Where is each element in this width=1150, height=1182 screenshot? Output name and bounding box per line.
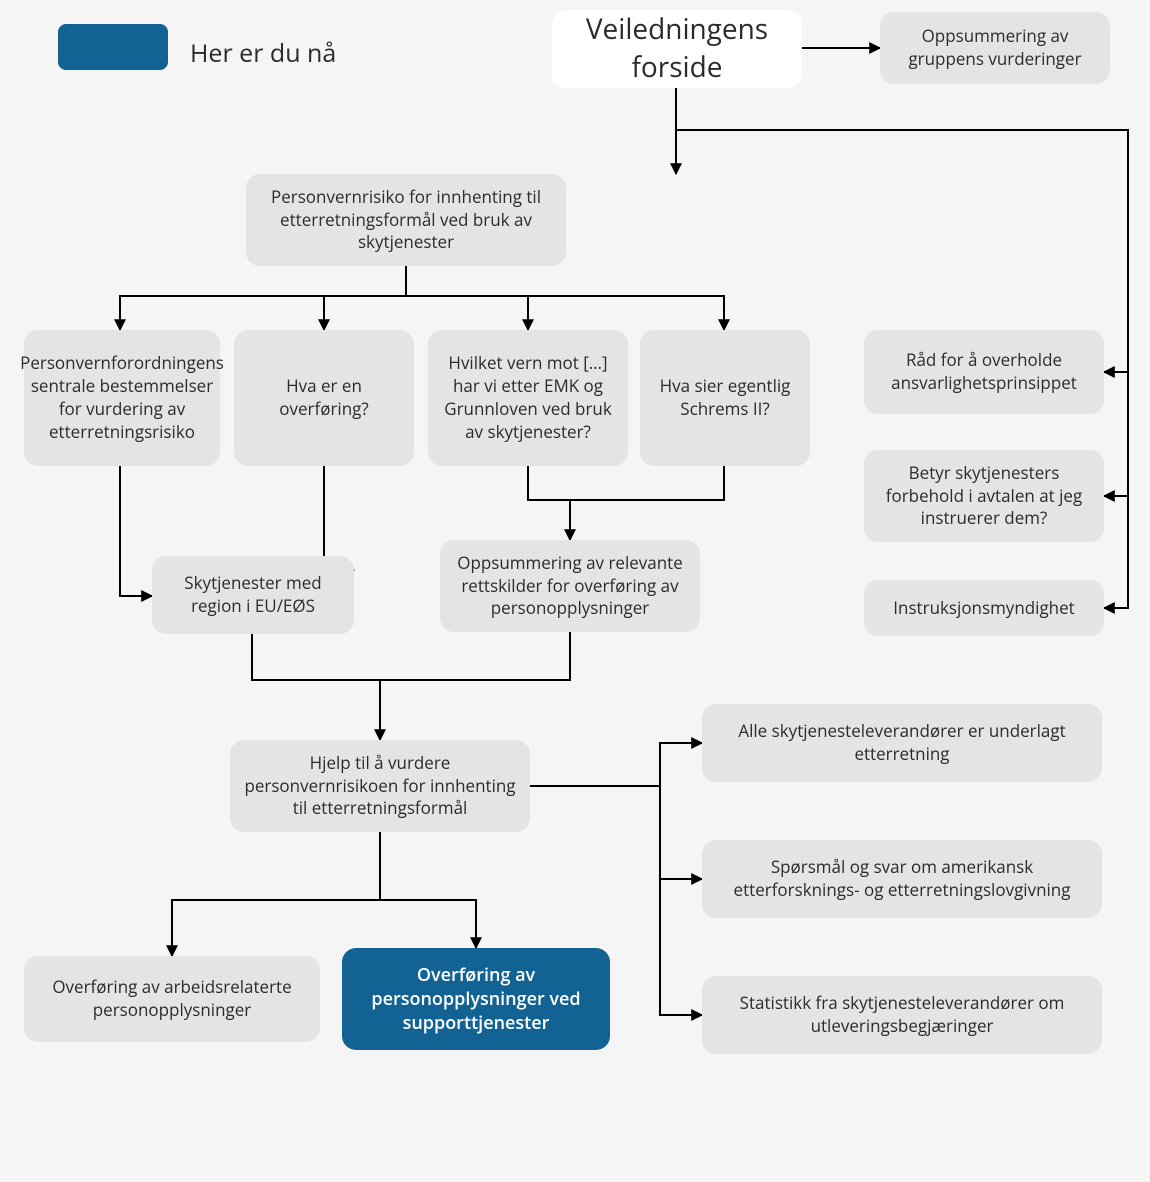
- edge: [120, 266, 406, 330]
- edge: [172, 832, 380, 956]
- edge: [660, 786, 702, 879]
- edge: [660, 879, 702, 1015]
- edge: [252, 634, 380, 740]
- edge: [324, 296, 406, 330]
- legend-label: Her er du nå: [190, 36, 336, 70]
- node-transfer[interactable]: Hva er en overføring?: [234, 330, 414, 466]
- edge: [380, 632, 570, 680]
- legend-swatch: [58, 24, 168, 70]
- node-gdpr[interactable]: Personvernforordningens sentrale bestemm…: [24, 330, 220, 466]
- node-instruksjonsmyndighet[interactable]: Instruksjonsmyndighet: [864, 580, 1104, 636]
- node-ansvarlighet[interactable]: Råd for å overholde ansvarlighetsprinsip…: [864, 330, 1104, 414]
- edge: [1104, 372, 1128, 496]
- node-help[interactable]: Hjelp til å vurdere personvernrisikoen f…: [230, 740, 530, 832]
- edge: [1104, 496, 1128, 608]
- edge: [380, 900, 476, 948]
- node-schrems[interactable]: Hva sier egentlig Schrems II?: [640, 330, 810, 466]
- edge: [324, 466, 354, 570]
- node-root[interactable]: Veiledningens forside: [552, 10, 802, 88]
- node-alle-leverandorer[interactable]: Alle skytjenesteleverandører er underlag…: [702, 704, 1102, 782]
- edge: [120, 466, 152, 596]
- node-risk[interactable]: Personvernrisiko for innhenting til ette…: [246, 174, 566, 266]
- node-qa-amerikansk[interactable]: Spørsmål og svar om amerikansk etterfors…: [702, 840, 1102, 918]
- edge: [406, 296, 528, 330]
- edge: [406, 296, 724, 330]
- edge: [530, 743, 702, 786]
- node-statistikk[interactable]: Statistikk fra skytjenesteleverandører o…: [702, 976, 1102, 1054]
- node-sources[interactable]: Oppsummering av relevante rettskilder fo…: [440, 540, 700, 632]
- edge: [570, 466, 724, 500]
- flowchart-canvas: Her er du nå Veiledningens forside Oppsu…: [0, 0, 1150, 1182]
- node-work[interactable]: Overføring av arbeidsrelaterte personopp…: [24, 956, 320, 1042]
- node-summary[interactable]: Oppsummering av gruppens vurderinger: [880, 12, 1110, 84]
- node-emk[interactable]: Hvilket vern mot […] har vi etter EMK og…: [428, 330, 628, 466]
- edge: [528, 466, 570, 540]
- node-instruere[interactable]: Betyr skytjenesters forbehold i avtalen …: [864, 450, 1104, 542]
- node-support-current[interactable]: Overføring av personopplysninger ved sup…: [342, 948, 610, 1050]
- node-eueos[interactable]: Skytjenester med region i EU/EØS: [152, 556, 354, 634]
